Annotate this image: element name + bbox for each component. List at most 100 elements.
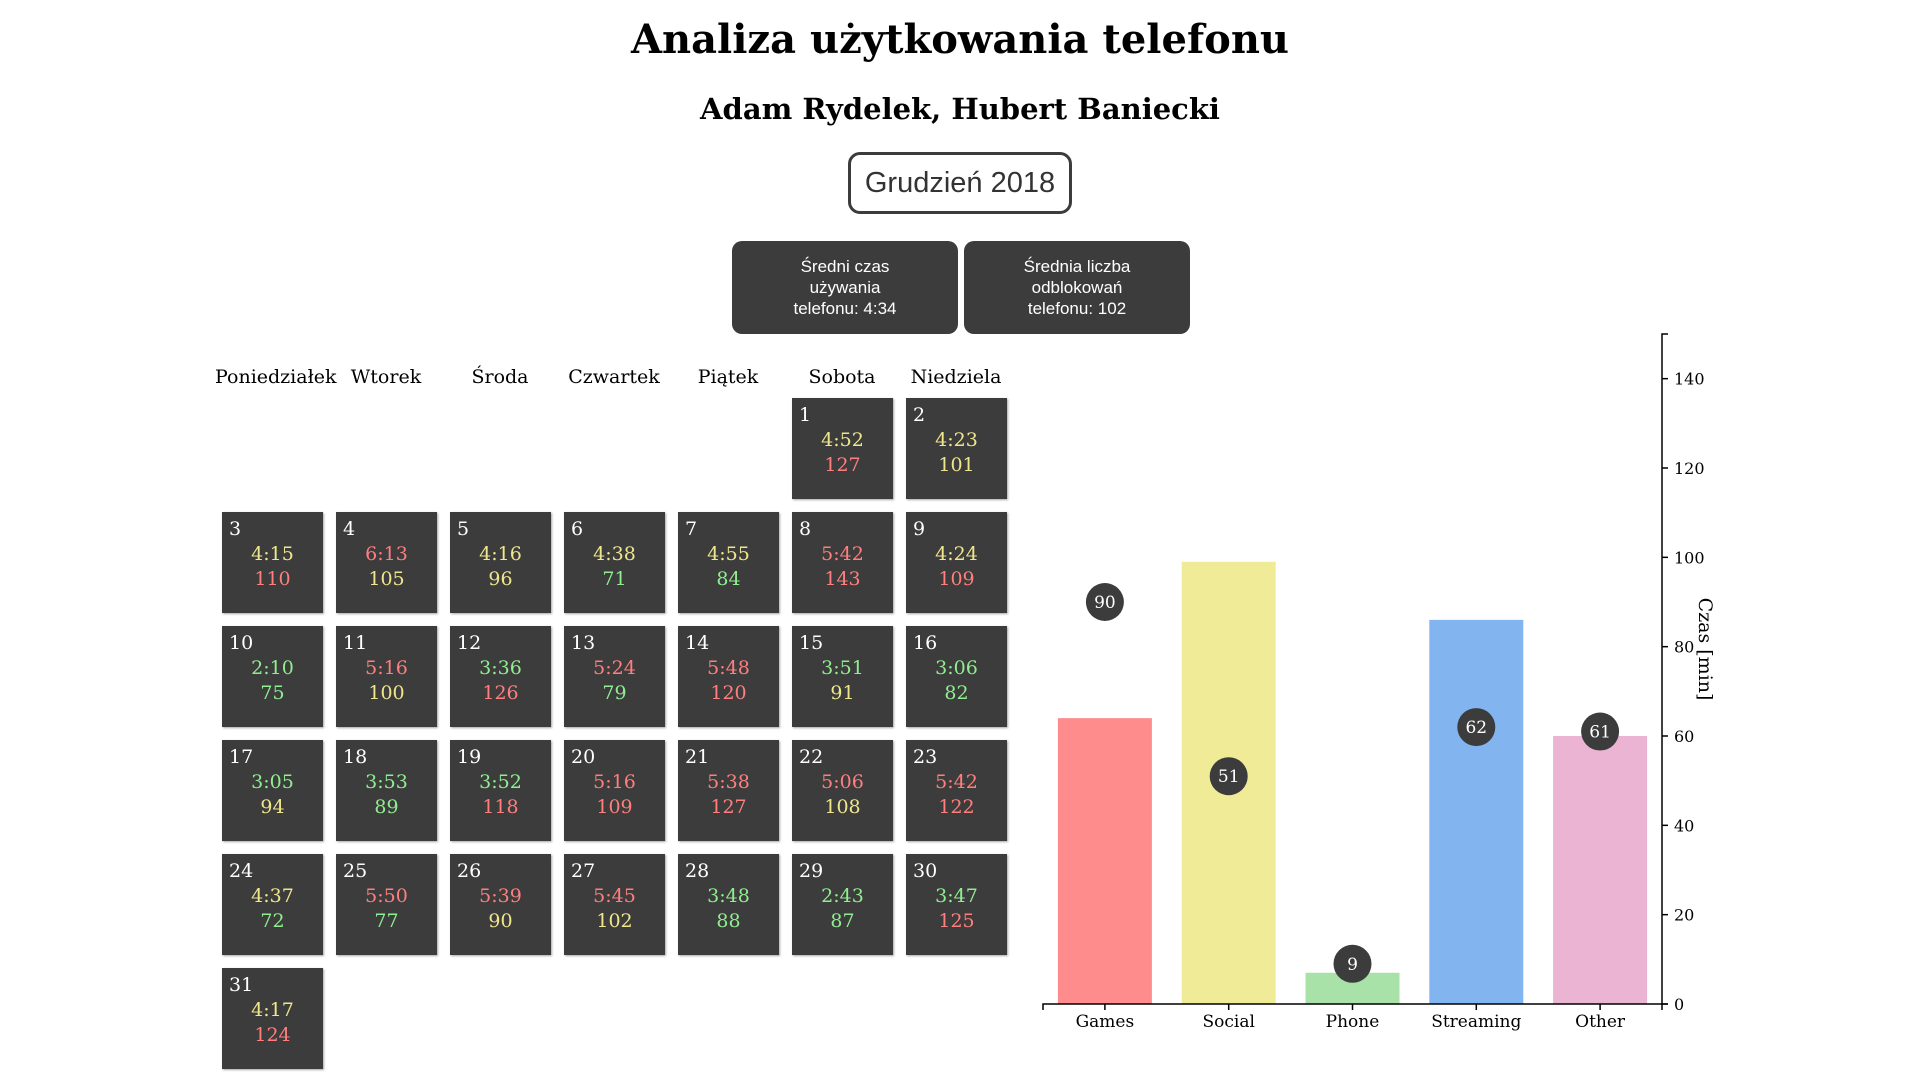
avg-time-stat-text: Średni czas używania telefonu: 4:34 xyxy=(793,257,897,318)
day-usage-time: 3:36 xyxy=(479,657,522,679)
day-unlock-count: 90 xyxy=(488,910,513,932)
authors-subtitle: Adam Rydelek, Hubert Baniecki xyxy=(700,92,1220,126)
x-tick-label: Other xyxy=(1575,1012,1626,1032)
day-unlock-count: 101 xyxy=(938,454,975,476)
day-unlock-count: 100 xyxy=(368,682,405,704)
day-usage-time: 3:51 xyxy=(821,657,864,679)
calendar-day-cell[interactable]: 20 5:16 109 xyxy=(564,740,665,841)
day-usage-time: 5:48 xyxy=(707,657,750,679)
day-number: 27 xyxy=(571,860,596,882)
day-number: 21 xyxy=(685,746,710,768)
day-usage-time: 5:39 xyxy=(479,885,522,907)
calendar-day-cell[interactable]: 13 5:24 79 xyxy=(564,626,665,727)
calendar-day-cell[interactable]: 19 3:52 118 xyxy=(450,740,551,841)
day-unlock-count: 84 xyxy=(716,568,741,590)
y-axis-label: Czas [min] xyxy=(1694,598,1716,701)
day-number: 13 xyxy=(571,632,596,654)
day-unlock-count: 94 xyxy=(260,796,285,818)
avg-unlocks-stat-box: Średnia liczba odblokowań telefonu: 102 xyxy=(964,241,1190,334)
day-usage-time: 4:16 xyxy=(479,543,522,565)
calendar-day-cell[interactable]: 6 4:38 71 xyxy=(564,512,665,613)
day-usage-time: 4:38 xyxy=(593,543,636,565)
value-bubble xyxy=(1209,757,1248,796)
value-bubble-label: 90 xyxy=(1094,593,1116,613)
weekday-header: Poniedziałek xyxy=(215,366,337,388)
value-bubble xyxy=(1333,944,1372,983)
day-number: 4 xyxy=(343,518,356,540)
calendar-day-cell[interactable]: 15 3:51 91 xyxy=(792,626,893,727)
day-usage-time: 6:13 xyxy=(365,543,408,565)
value-bubble xyxy=(1457,708,1496,747)
calendar-day-cell[interactable]: 22 5:06 108 xyxy=(792,740,893,841)
calendar-day-cell[interactable]: 4 6:13 105 xyxy=(336,512,437,613)
x-tick-label: Games xyxy=(1076,1012,1135,1032)
calendar-day-cell[interactable]: 29 2:43 87 xyxy=(792,854,893,955)
day-usage-time: 5:42 xyxy=(935,771,978,793)
y-tick-label: 80 xyxy=(1674,638,1694,657)
day-number: 20 xyxy=(571,746,596,768)
bar-other xyxy=(1553,736,1648,1004)
calendar-day-cell[interactable]: 16 3:06 82 xyxy=(906,626,1007,727)
day-number: 31 xyxy=(229,974,254,996)
value-bubble xyxy=(1581,712,1620,751)
calendar-day-cell[interactable]: 30 3:47 125 xyxy=(906,854,1007,955)
day-usage-time: 4:23 xyxy=(935,429,978,451)
calendar-day-cell[interactable]: 27 5:45 102 xyxy=(564,854,665,955)
day-usage-time: 3:06 xyxy=(935,657,978,679)
day-unlock-count: 79 xyxy=(602,682,627,704)
day-unlock-count: 96 xyxy=(488,568,513,590)
y-tick-label: 100 xyxy=(1674,548,1705,567)
day-unlock-count: 88 xyxy=(716,910,741,932)
calendar-day-cell[interactable]: 31 4:17 124 xyxy=(222,968,323,1069)
day-unlock-count: 118 xyxy=(482,796,519,818)
day-usage-time: 4:37 xyxy=(251,885,294,907)
y-tick-label: 120 xyxy=(1674,459,1705,478)
day-number: 22 xyxy=(799,746,824,768)
value-bubble-label: 9 xyxy=(1347,955,1358,975)
y-tick-label: 0 xyxy=(1674,995,1684,1014)
day-number: 23 xyxy=(913,746,938,768)
value-bubble-label: 62 xyxy=(1465,718,1487,738)
weekday-header: Piątek xyxy=(697,366,759,388)
day-unlock-count: 109 xyxy=(596,796,633,818)
day-usage-time: 3:48 xyxy=(707,885,750,907)
day-unlock-count: 102 xyxy=(596,910,633,932)
calendar-day-cell[interactable]: 12 3:36 126 xyxy=(450,626,551,727)
month-select-button[interactable]: Grudzień 2018 xyxy=(848,152,1072,214)
calendar-day-cell[interactable]: 10 2:10 75 xyxy=(222,626,323,727)
calendar-day-cell[interactable]: 11 5:16 100 xyxy=(336,626,437,727)
calendar-day-cell[interactable]: 3 4:15 110 xyxy=(222,512,323,613)
day-usage-time: 5:45 xyxy=(593,885,636,907)
day-usage-time: 2:43 xyxy=(821,885,864,907)
calendar-day-cell[interactable]: 9 4:24 109 xyxy=(906,512,1007,613)
calendar-day-cell[interactable]: 2 4:23 101 xyxy=(906,398,1007,499)
y-tick-label: 140 xyxy=(1674,370,1705,389)
calendar-day-cell[interactable]: 23 5:42 122 xyxy=(906,740,1007,841)
day-number: 6 xyxy=(571,518,584,540)
calendar-day-cell[interactable]: 28 3:48 88 xyxy=(678,854,779,955)
day-number: 28 xyxy=(685,860,710,882)
calendar-day-cell[interactable]: 24 4:37 72 xyxy=(222,854,323,955)
calendar-day-cell[interactable]: 1 4:52 127 xyxy=(792,398,893,499)
day-number: 9 xyxy=(913,518,926,540)
day-usage-time: 3:53 xyxy=(365,771,408,793)
calendar-day-cell[interactable]: 25 5:50 77 xyxy=(336,854,437,955)
calendar-day-cell[interactable]: 14 5:48 120 xyxy=(678,626,779,727)
calendar-day-cell[interactable]: 5 4:16 96 xyxy=(450,512,551,613)
day-number: 17 xyxy=(229,746,254,768)
calendar-day-cell[interactable]: 26 5:39 90 xyxy=(450,854,551,955)
calendar-day-cell[interactable]: 21 5:38 127 xyxy=(678,740,779,841)
day-unlock-count: 110 xyxy=(254,568,291,590)
day-unlock-count: 122 xyxy=(938,796,975,818)
day-usage-time: 5:50 xyxy=(365,885,408,907)
calendar-day-cell[interactable]: 18 3:53 89 xyxy=(336,740,437,841)
calendar-day-cell[interactable]: 17 3:05 94 xyxy=(222,740,323,841)
y-tick-label: 20 xyxy=(1674,906,1694,925)
day-unlock-count: 75 xyxy=(260,682,285,704)
day-unlock-count: 124 xyxy=(254,1024,291,1046)
day-usage-time: 2:10 xyxy=(251,657,294,679)
calendar-day-cell[interactable]: 7 4:55 84 xyxy=(678,512,779,613)
calendar-day-cell[interactable]: 8 5:42 143 xyxy=(792,512,893,613)
value-bubble-label: 51 xyxy=(1218,767,1240,787)
weekday-header: Sobota xyxy=(808,366,876,388)
